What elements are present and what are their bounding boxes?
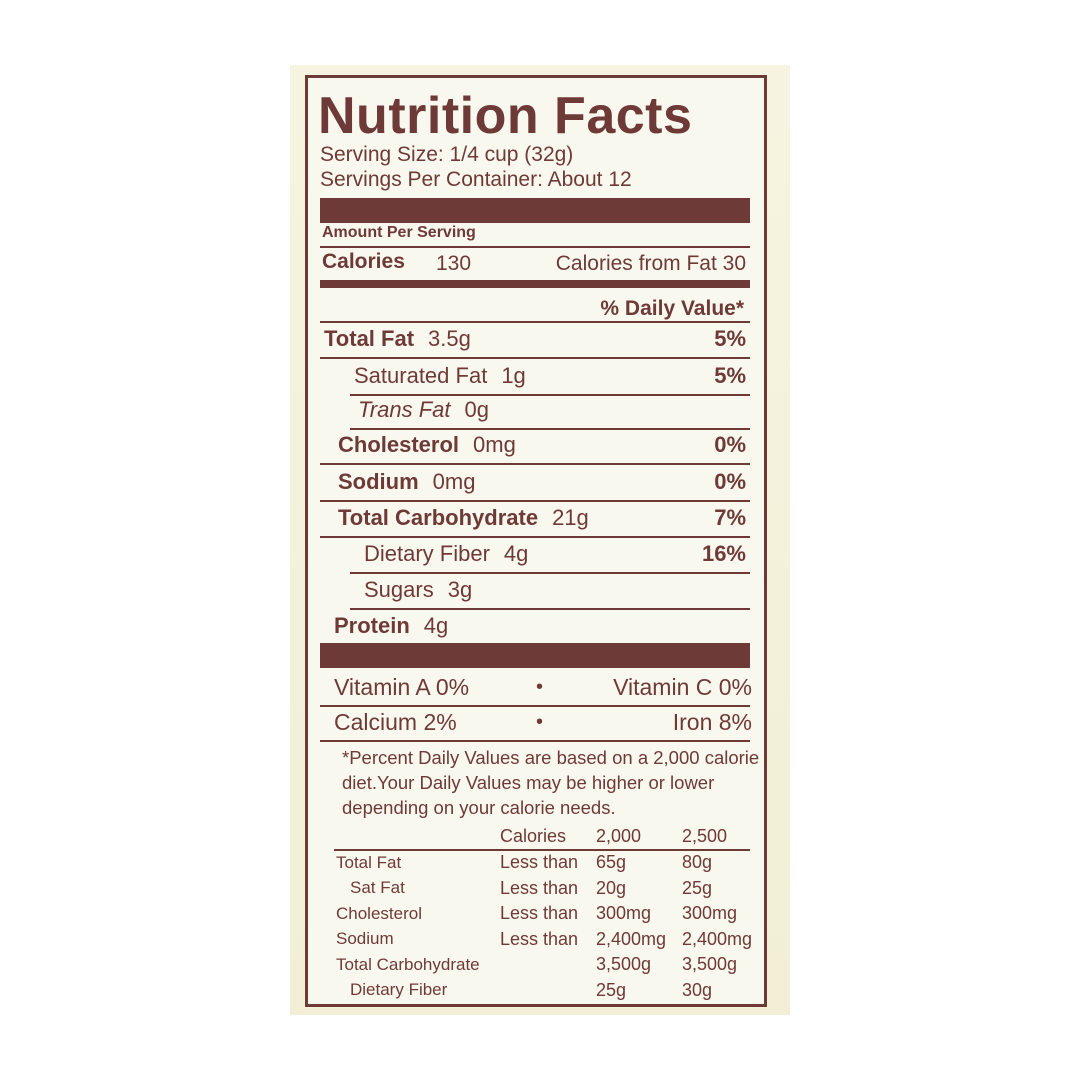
rule (320, 280, 750, 288)
rule (320, 357, 750, 359)
calories-from-fat: Calories from Fat 30 (555, 251, 746, 275)
nutrient-amount: 0mg (473, 432, 516, 457)
daily-value: 5% (714, 363, 746, 388)
nutrient-name: Sodium (338, 469, 419, 494)
table-row-name: Total Fat (336, 852, 402, 872)
rule (320, 463, 750, 465)
table-value: 300mg (596, 903, 652, 923)
daily-value: 0% (714, 432, 746, 457)
nutrient-amount: 21g (552, 505, 589, 530)
table-value: 3,500g (682, 954, 738, 974)
table-limit: Less than (500, 903, 579, 923)
nutrient-name: Cholesterol (338, 432, 460, 457)
table-value: 2,400mg (596, 928, 667, 949)
vitamin: Vitamin C 0% (613, 673, 752, 700)
vitamin: Calcium 2% (334, 708, 457, 735)
table-value: 2,400mg (682, 928, 753, 949)
table-value: 65g (596, 852, 627, 872)
vitamin: Iron 8% (672, 708, 752, 735)
vitamin: Vitamin A 0% (334, 673, 470, 700)
nutrient-amount: 0mg (432, 469, 476, 494)
footnote: *Percent Daily Values are based on a 2,0… (342, 746, 760, 768)
table-header: 2,500 (682, 826, 728, 846)
rule (350, 428, 750, 430)
rule (320, 321, 750, 323)
nutrient-name: Total Carbohydrate (338, 505, 539, 530)
rule (320, 536, 750, 538)
table-row-name: Sodium (336, 929, 394, 948)
nutrient-amount: 0g (464, 397, 489, 422)
rule (320, 643, 750, 668)
footnote: depending on your calorie needs. (342, 796, 616, 818)
table-row-name: Sat Fat (350, 878, 405, 897)
nutrient-name: Total Fat (324, 326, 415, 351)
table-limit: Less than (500, 928, 579, 949)
nutrient-amount: 4g (503, 541, 529, 566)
table-value: 3,500g (596, 954, 652, 974)
rule (320, 500, 750, 502)
amount-per-serving: Amount Per Serving (322, 224, 476, 241)
servings-per-container: Servings Per Container: About 12 (320, 167, 632, 191)
nutrient-amount: 4g (423, 613, 449, 638)
calories-value: 130 (436, 251, 472, 275)
rule (350, 608, 750, 610)
table-value: 80g (682, 852, 713, 872)
nutrient-name: Sugars (364, 577, 434, 602)
daily-value-header: % Daily Value* (600, 296, 744, 320)
nutrient-amount: 1g (501, 363, 526, 388)
table-value: 25g (682, 877, 713, 898)
calories-label: Calories (322, 249, 405, 273)
table-header: Calories (500, 826, 567, 846)
rule (320, 740, 750, 742)
nutrient-name: Saturated Fat (354, 363, 488, 388)
table-value: 20g (596, 877, 627, 898)
rule (350, 394, 750, 396)
table-row-name: Total Carbohydrate (336, 954, 480, 974)
table-row-name: Dietary Fiber (350, 980, 448, 999)
rule (350, 572, 750, 574)
rule (320, 705, 750, 707)
nutrient-name: Dietary Fiber (364, 541, 490, 566)
nutrient-amount: 3.5g (428, 326, 471, 351)
table-limit: Less than (500, 852, 579, 872)
daily-value: 0% (714, 469, 746, 494)
rule (334, 849, 750, 851)
daily-value: 7% (714, 505, 746, 530)
daily-value: 16% (701, 541, 746, 566)
daily-value: 5% (714, 326, 746, 351)
rule (320, 246, 750, 248)
title: Nutrition Facts (318, 87, 693, 145)
table-value: 300mg (682, 903, 738, 923)
table-value: 25g (596, 979, 627, 1000)
nutrient-name: Protein (334, 613, 410, 638)
table-row-name: Cholesterol (336, 903, 422, 923)
table-header: 2,000 (596, 826, 642, 846)
rule (320, 198, 750, 223)
bullet: • (536, 676, 544, 698)
table-limit: Less than (500, 877, 579, 898)
serving-size: Serving Size: 1/4 cup (32g) (320, 142, 574, 166)
table-value: 30g (682, 979, 713, 1000)
nutrient-amount: 3g (447, 577, 473, 602)
nutrition-label: Nutrition Facts Serving Size: 1/4 cup (32… (305, 75, 767, 1007)
bullet: • (536, 711, 544, 733)
footnote: diet.Your Daily Values may be higher or … (342, 771, 715, 793)
nutrient-name: Trans Fat (358, 397, 451, 422)
